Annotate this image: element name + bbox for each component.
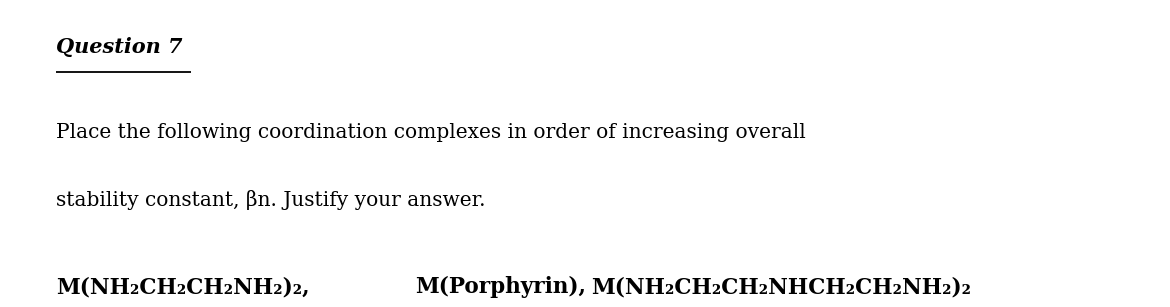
Text: Question 7: Question 7 <box>56 37 183 57</box>
Text: M(NH₂CH₂CH₂NHCH₂CH₂NH₂)₂: M(NH₂CH₂CH₂NHCH₂CH₂NH₂)₂ <box>591 276 971 298</box>
Text: Place the following coordination complexes in order of increasing overall: Place the following coordination complex… <box>56 123 806 142</box>
Text: M(NH₂CH₂CH₂NH₂)₂,: M(NH₂CH₂CH₂NH₂)₂, <box>56 276 310 298</box>
Text: stability constant, βn. Justify your answer.: stability constant, βn. Justify your ans… <box>56 190 486 210</box>
Text: M(Porphyrin),: M(Porphyrin), <box>415 276 586 298</box>
